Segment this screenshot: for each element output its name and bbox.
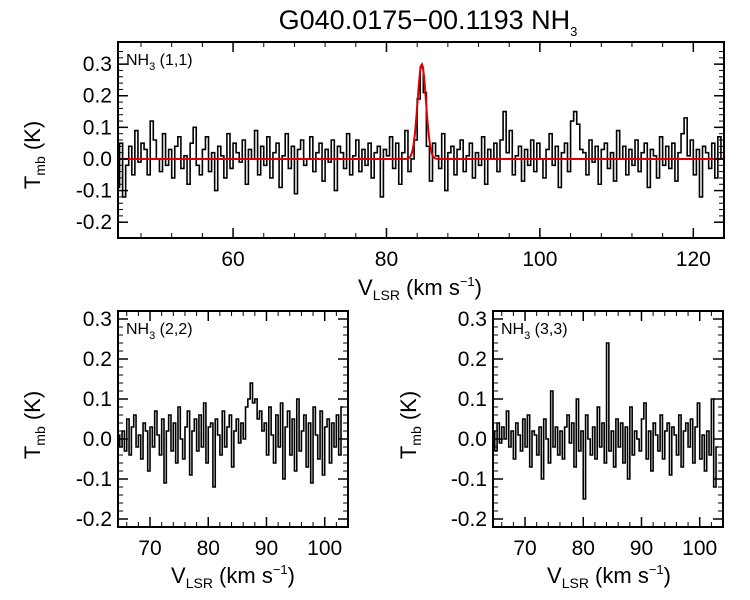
panel-nh3-11: 0.3 0.2 0.1 0.0 -0.1 -0.2 60 80 100 120 NH3 (1,1) bbox=[76, 41, 725, 271]
x-tick-label: 120 bbox=[676, 248, 711, 271]
x-tick-label: 80 bbox=[572, 537, 595, 560]
y-axis-label-bottom-right: Tmb (K) bbox=[396, 391, 424, 459]
plot-frame bbox=[492, 310, 724, 528]
y-axis-label-top: Tmb (K) bbox=[20, 121, 48, 189]
spectrum-line bbox=[118, 66, 724, 198]
panel-label: NH3 (1,1) bbox=[126, 52, 193, 73]
panel-label: NH3 (2,2) bbox=[126, 321, 193, 342]
x-axis-label-top: VLSR (km s−1) bbox=[358, 274, 482, 303]
plot-area bbox=[118, 61, 724, 198]
y-tick-label: 0.0 bbox=[83, 148, 112, 171]
y-tick-label: 0.2 bbox=[83, 348, 112, 371]
y-axis-label-bottom-left: Tmb (K) bbox=[20, 391, 48, 459]
x-tick-label: 100 bbox=[682, 537, 717, 560]
plot-area bbox=[118, 382, 344, 488]
y-tick-label: 0.3 bbox=[83, 308, 112, 331]
plot-area bbox=[493, 342, 719, 500]
panel-nh3-22: 0.3 0.2 0.1 0.0 -0.1 -0.2 70 80 90 100 NH3 (2,2) bbox=[76, 308, 349, 560]
x-tick-label: 100 bbox=[307, 537, 342, 560]
panel-label: NH3 (3,3) bbox=[501, 321, 568, 342]
x-tick-label: 100 bbox=[522, 248, 557, 271]
x-tick-label: 70 bbox=[513, 537, 536, 560]
y-tick-label: 0.2 bbox=[458, 348, 487, 371]
y-tick-label: 0.1 bbox=[83, 388, 112, 411]
x-tick-label: 60 bbox=[221, 248, 244, 271]
spectrum-line bbox=[118, 382, 344, 488]
spectrum-line bbox=[493, 342, 719, 500]
y-tick-label: -0.1 bbox=[451, 468, 487, 491]
y-tick-label: 0.3 bbox=[458, 308, 487, 331]
y-tick-label: -0.2 bbox=[76, 211, 112, 234]
x-tick-label: 90 bbox=[255, 537, 278, 560]
y-tick-label: 0.1 bbox=[83, 116, 112, 139]
x-tick-label: 80 bbox=[197, 537, 220, 560]
y-tick-label: -0.1 bbox=[76, 180, 112, 203]
x-tick-label: 80 bbox=[375, 248, 398, 271]
x-axis-label-bottom-right: VLSR (km s−1) bbox=[547, 562, 671, 591]
x-tick-label: 90 bbox=[630, 537, 653, 560]
y-tick-label: 0.0 bbox=[458, 428, 487, 451]
y-tick-label: -0.2 bbox=[451, 508, 487, 531]
y-tick-label: -0.1 bbox=[76, 468, 112, 491]
y-tick-label: 0.1 bbox=[458, 388, 487, 411]
figure-title: G040.0175−00.1193 NH3 bbox=[279, 5, 578, 39]
x-axis-label-bottom-left: VLSR (km s−1) bbox=[171, 562, 295, 591]
plot-frame bbox=[117, 310, 349, 528]
y-tick-label: -0.2 bbox=[76, 508, 112, 531]
y-tick-label: 0.2 bbox=[83, 85, 112, 108]
gaussian-fit-line bbox=[118, 61, 724, 160]
y-tick-label: 0.0 bbox=[83, 428, 112, 451]
panel-nh3-33: 0.3 0.2 0.1 0.0 -0.1 -0.2 70 80 90 100 NH3 (3,3) bbox=[451, 308, 724, 560]
y-tick-label: 0.3 bbox=[83, 53, 112, 76]
x-tick-label: 70 bbox=[138, 537, 161, 560]
